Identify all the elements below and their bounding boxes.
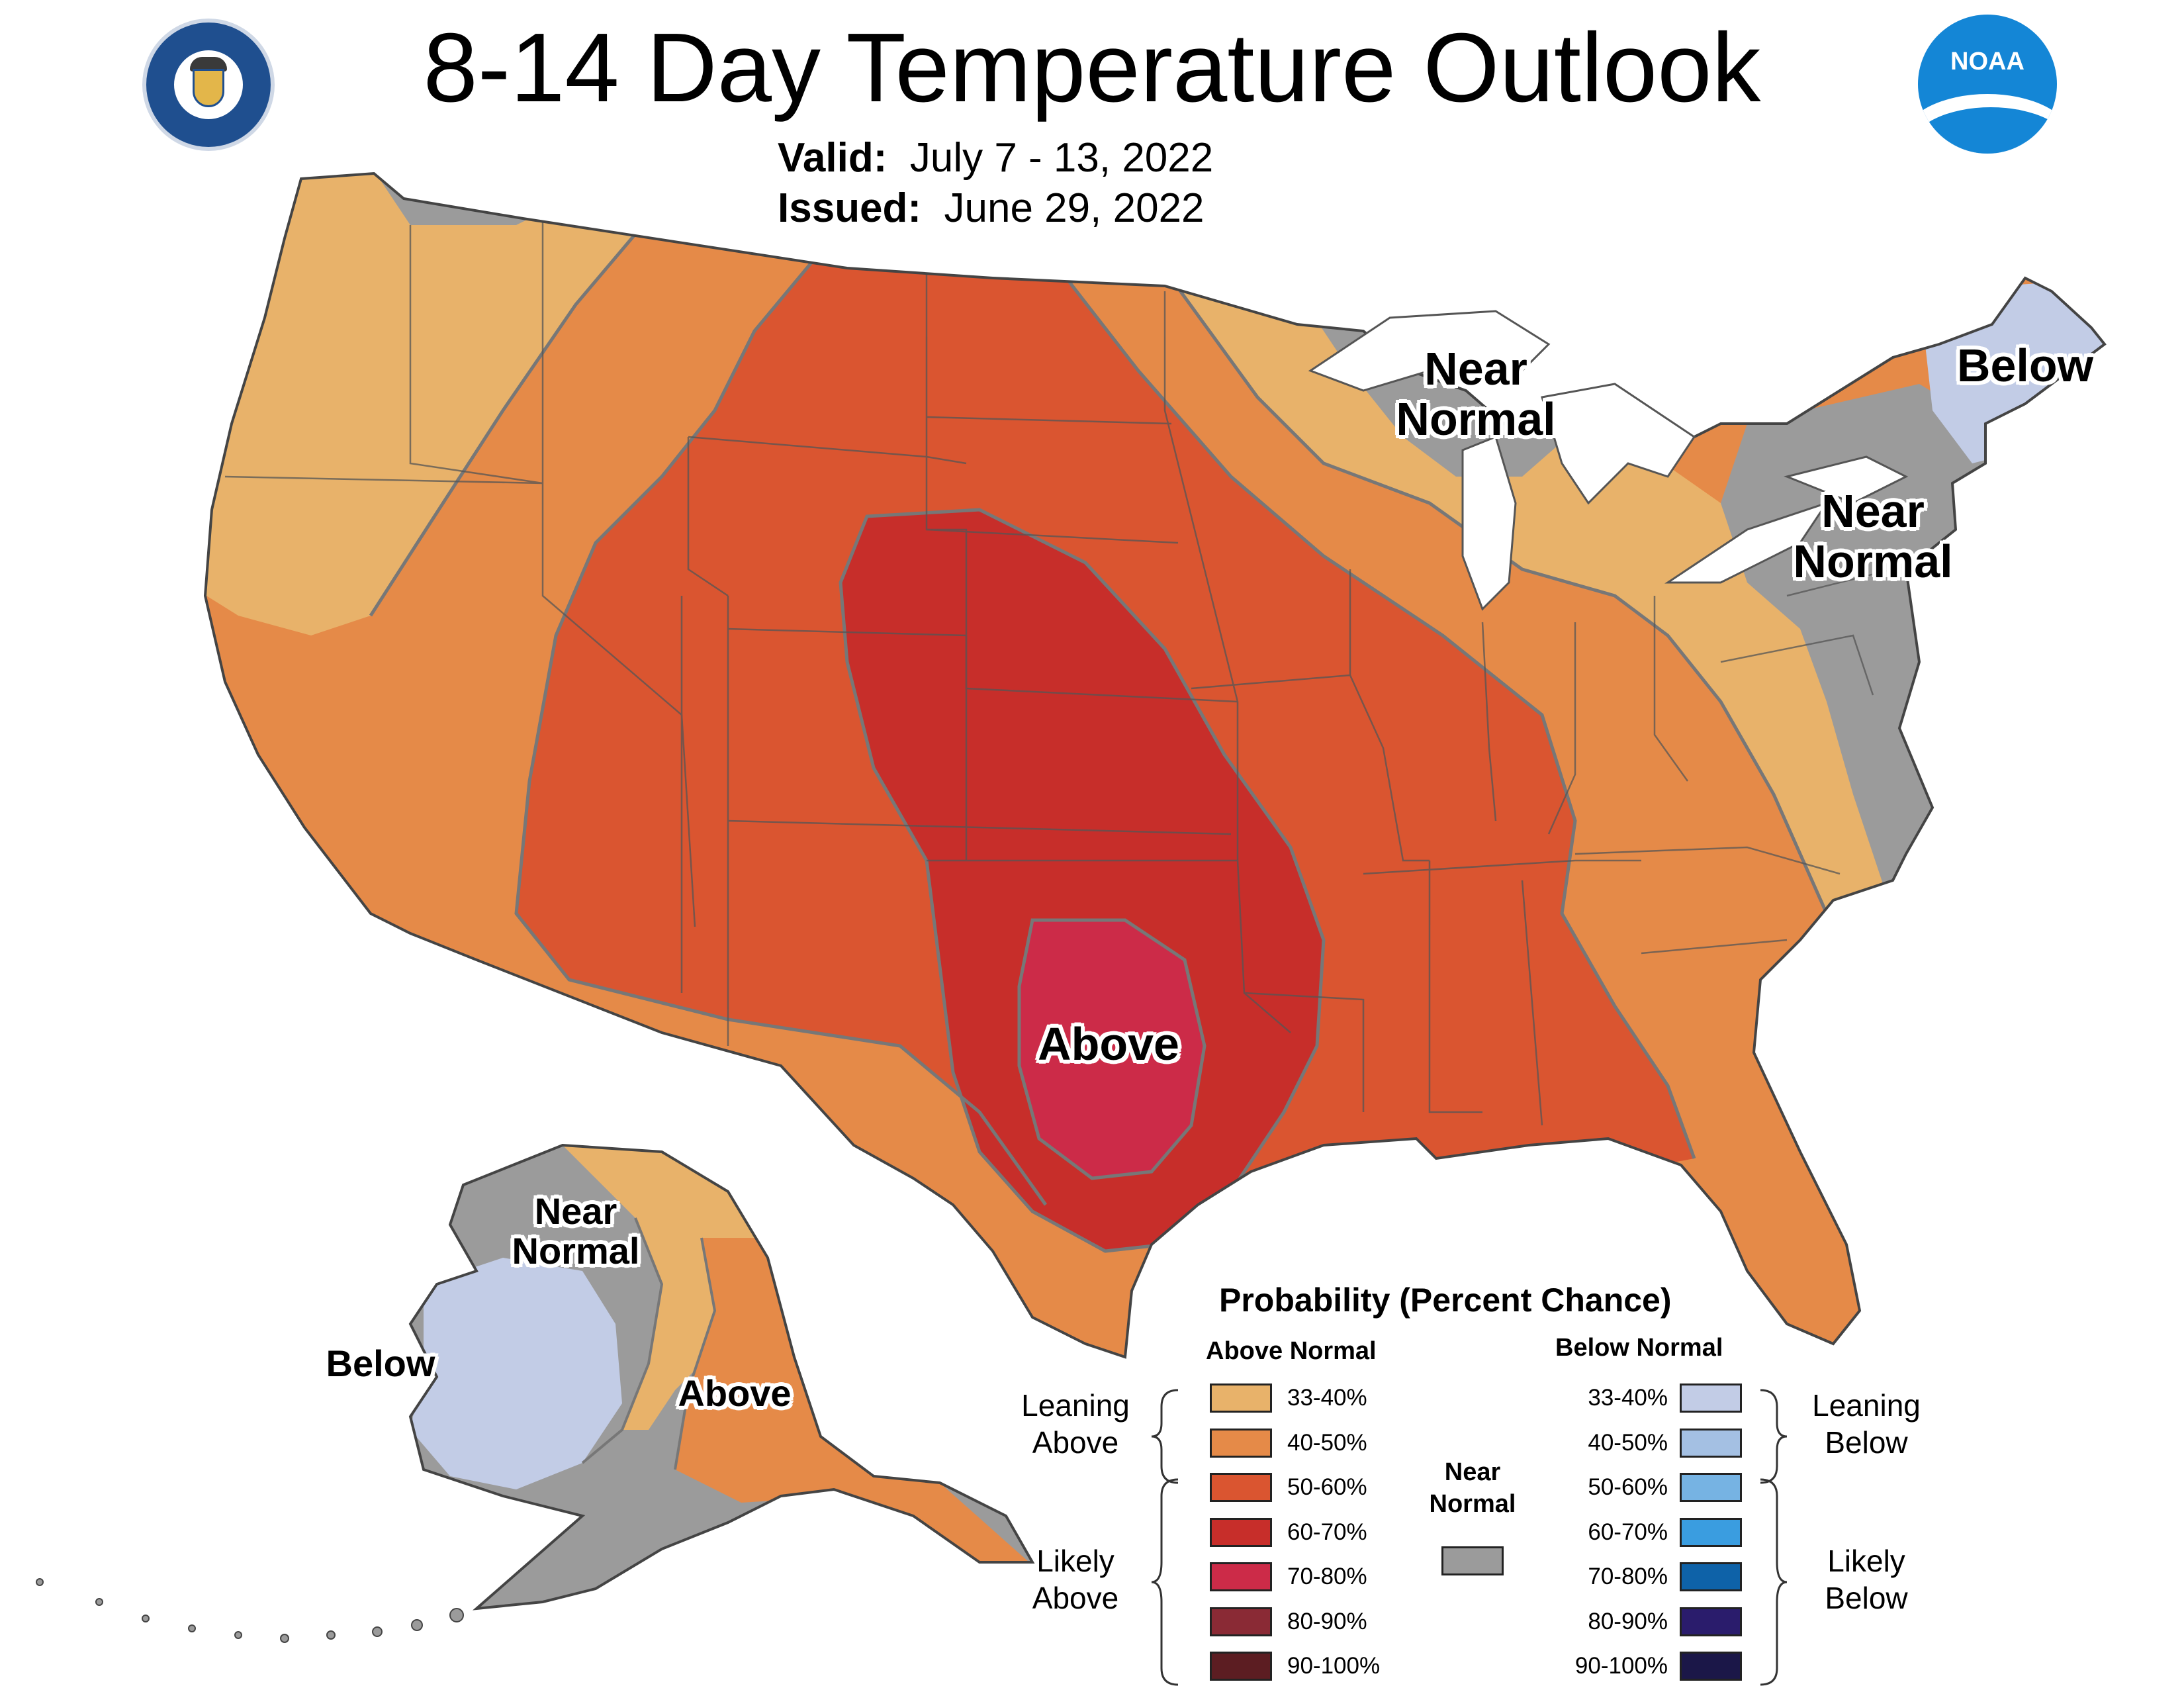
legend-swatch-below-7 (1680, 1652, 1742, 1681)
legend-label-below-6: 80-90% (1588, 1608, 1668, 1634)
label-line: Normal (512, 1230, 640, 1272)
legend-label-below-1: 33-40% (1588, 1385, 1668, 1411)
label-near-normal-great-lakes: Near Normal (1377, 344, 1575, 444)
issued-line: Issued: June 29, 2022 (778, 184, 1205, 233)
legend-label-above-4: 60-70% (1287, 1519, 1367, 1545)
valid-label: Valid: (778, 135, 887, 181)
label-above-conus: Above (1038, 1018, 1179, 1070)
label-alaska-near-normal: Near Normal (490, 1190, 662, 1272)
legend-side-line: Leaning (1812, 1388, 1921, 1423)
legend-likely-above: Likely Above (1009, 1542, 1142, 1617)
legend-swatch-above-7 (1210, 1652, 1272, 1681)
legend-label-below-2: 40-50% (1588, 1429, 1668, 1456)
legend-side-line: Below (1825, 1581, 1908, 1615)
label-line: Normal (1793, 535, 1953, 587)
legend-side-line: Above (1032, 1581, 1119, 1615)
label-alaska-below: Below (326, 1342, 435, 1384)
issued-date: June 29, 2022 (944, 185, 1205, 231)
legend-leaning-below: Leaning Below (1800, 1387, 1933, 1461)
legend-swatch-below-1 (1680, 1383, 1742, 1413)
map-title: 8-14 Day Temperature Outlook (423, 13, 1761, 122)
legend-side-line: Leaning (1021, 1388, 1130, 1423)
legend-side-line: Likely (1036, 1544, 1115, 1578)
legend-label-above-5: 70-80% (1287, 1564, 1367, 1589)
legend-label-below-7: 90-100% (1574, 1653, 1668, 1679)
legend-label-above-1: 33-40% (1287, 1385, 1367, 1411)
legend-swatch-above-3 (1210, 1473, 1272, 1502)
legend-label-above-3: 50-60% (1287, 1474, 1367, 1500)
valid-dates: July 7 - 13, 2022 (909, 135, 1214, 181)
legend-likely-below: Likely Below (1800, 1542, 1933, 1617)
label-below-new-england: Below (1956, 340, 2094, 391)
legend-label-above-2: 40-50% (1287, 1429, 1367, 1456)
legend-near-normal: Near Normal (1410, 1456, 1535, 1520)
legend-side-line: Below (1825, 1425, 1908, 1460)
label-line: Normal (1396, 393, 1556, 445)
legend-swatch-above-5 (1210, 1562, 1272, 1591)
legend-label-above-7: 90-100% (1287, 1653, 1381, 1679)
issued-label: Issued: (778, 185, 922, 231)
legend-side-line: Likely (1827, 1544, 1905, 1578)
legend-leaning-above: Leaning Above (1009, 1387, 1142, 1461)
legend-side-line: Above (1032, 1425, 1119, 1460)
legend-swatch-below-3 (1680, 1473, 1742, 1502)
legend-swatch-above-6 (1210, 1607, 1272, 1636)
legend-swatch-above-1 (1210, 1383, 1272, 1413)
legend-swatch-below-2 (1680, 1428, 1742, 1458)
label-line: Near (1424, 343, 1527, 395)
legend-below-header: Below Normal (1555, 1334, 1723, 1362)
legend-swatch-below-4 (1680, 1517, 1742, 1547)
legend-swatch-below-5 (1680, 1562, 1742, 1591)
label-line: Near (1821, 485, 1925, 537)
legend-swatch-above-2 (1210, 1428, 1272, 1458)
legend-swatch-below-6 (1680, 1607, 1742, 1636)
label-line: Near (534, 1190, 617, 1232)
label-alaska-above: Above (678, 1372, 792, 1414)
legend-swatch-above-4 (1210, 1517, 1272, 1547)
legend-title: Probability (Percent Chance) (1219, 1282, 1672, 1319)
legend-label-above-6: 80-90% (1287, 1608, 1367, 1634)
legend-label-below-4: 60-70% (1588, 1519, 1668, 1545)
valid-line: Valid: July 7 - 13, 2022 (778, 134, 1213, 183)
noaa-logo-text: NOAA (1950, 48, 2025, 75)
noaa-logo: NOAA (1918, 15, 2057, 154)
legend-side-line: Normal (1429, 1490, 1516, 1518)
legend-label-below-3: 50-60% (1588, 1474, 1668, 1500)
commerce-seal-logo (142, 19, 275, 151)
legend-label-below-5: 70-80% (1588, 1564, 1668, 1589)
legend-swatch-near-normal (1441, 1546, 1504, 1575)
legend-side-line: Near (1444, 1458, 1501, 1486)
label-near-normal-northeast: Near Normal (1774, 485, 1972, 587)
legend-above-header: Above Normal (1206, 1337, 1377, 1365)
